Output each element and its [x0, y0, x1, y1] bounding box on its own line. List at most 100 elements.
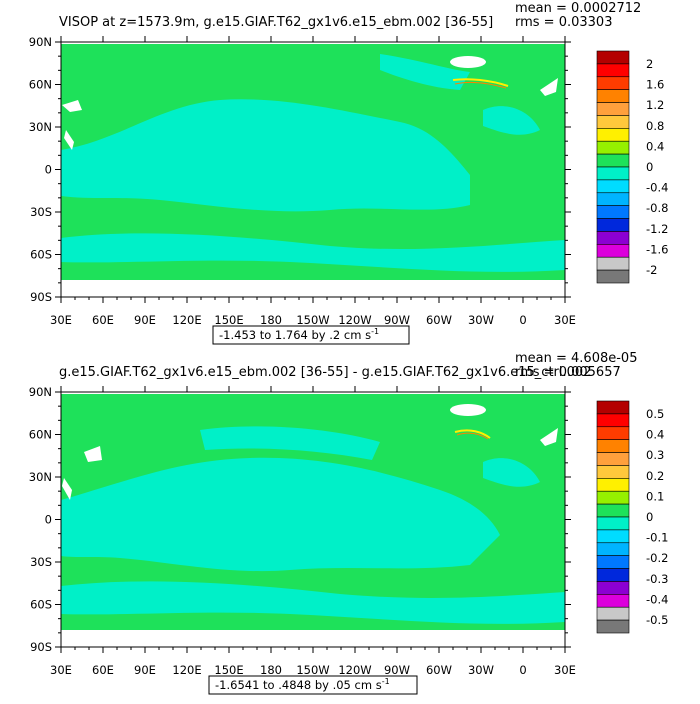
- bottom-map-svg: g.e15.GIAF.T62_gx1v6.e15_ebm.002 [36-55]…: [29, 351, 668, 695]
- colorbar-label: 0.1: [646, 489, 664, 503]
- colorbar-swatch: [596, 503, 630, 518]
- colorbar-swatch: [596, 439, 630, 453]
- x-tick-label: 0: [519, 663, 526, 677]
- positive-anomaly-streak-core: [456, 432, 489, 440]
- x-tick-label: 150E: [214, 663, 243, 677]
- colorbar-label: 1.2: [646, 98, 664, 112]
- colorbar: 0.5 0.4 0.3 0.2 0.1 0 -0.1 -0.2 -0.3 -0.4 -0.5: [596, 400, 668, 634]
- x-tick-label: 60E: [92, 313, 114, 327]
- y-tick-label: 90S: [30, 640, 52, 654]
- x-tick-label: 120E: [172, 663, 201, 677]
- colorbar-swatch: [596, 452, 630, 466]
- y-tick-label: 90S: [30, 290, 52, 304]
- colorbar-label: -1.6: [646, 242, 668, 256]
- y-tick-label: 90N: [29, 385, 52, 399]
- colorbar-swatch: [596, 490, 630, 505]
- colorbar-label: 0.4: [646, 428, 664, 442]
- colorbar-label: -0.4: [646, 181, 668, 195]
- range-box: [208, 675, 418, 695]
- x-tick-label: 90E: [134, 313, 156, 327]
- colorbar-swatch: [596, 179, 630, 194]
- land-patch-west-2: [64, 130, 74, 150]
- x-tick-label: 90E: [134, 663, 156, 677]
- colorbar-swatch: [596, 115, 630, 129]
- y-tick-label: 60N: [29, 78, 52, 92]
- colorbar-swatch: [596, 413, 630, 428]
- y-tick-label: 0: [45, 513, 52, 527]
- positive-anomaly-streak: [454, 429, 491, 439]
- x-tick-label: 30E: [50, 663, 72, 677]
- colorbar-swatch: [596, 555, 630, 569]
- x-tick-label: 180: [260, 663, 282, 677]
- y-axis: 90N 60N 30N 0 30S 60S 90S: [29, 385, 571, 654]
- antarctic-land: [61, 280, 565, 297]
- x-tick-label: 120W: [338, 313, 371, 327]
- positive-anomaly-streak: [452, 78, 509, 87]
- x-axis: 30E 60E 90E 120E 150E 180 150W 120W 90W 60W 30W 0 30…: [50, 36, 576, 327]
- land-patch-north: [450, 404, 486, 416]
- top-map-panel: VISOP at z=1573.9m, g.e15.GIAF.T62_gx1v6…: [0, 0, 700, 350]
- equatorial-anomaly-band: [61, 99, 470, 212]
- colorbar-swatch: [596, 529, 630, 544]
- colorbar-label: -0.8: [646, 201, 668, 215]
- x-tick-label: 60W: [426, 663, 452, 677]
- colorbar-swatch: [596, 594, 630, 608]
- map-field: [61, 392, 565, 647]
- x-tick-label: 150W: [296, 313, 329, 327]
- colorbar-swatch: [596, 542, 630, 556]
- colorbar-swatch: [596, 465, 630, 479]
- colorbar-swatch: [596, 50, 630, 65]
- y-tick-label: 30N: [29, 120, 52, 134]
- southern-anomaly-band: [61, 233, 565, 272]
- colorbar-swatch: [596, 218, 630, 232]
- y-tick-label: 60S: [30, 248, 52, 262]
- colorbar-label: 1.6: [646, 78, 664, 92]
- colorbar-swatch: [596, 140, 630, 155]
- colorbar-swatch: [596, 244, 630, 258]
- y-tick-label: 60S: [30, 598, 52, 612]
- colorbar-label: -0.5: [646, 613, 668, 627]
- colorbar-label: 0: [646, 160, 653, 174]
- range-label: -1.453 to 1.764 by .2 cm s-1: [219, 327, 379, 342]
- y-tick-label: 0: [45, 163, 52, 177]
- y-tick-label: 90N: [29, 35, 52, 49]
- colorbar-swatch: [596, 269, 630, 284]
- equatorial-anomaly-band: [61, 457, 500, 572]
- colorbar-label: 0.4: [646, 139, 664, 153]
- chart-title: g.e15.GIAF.T62_gx1v6.e15_ebm.002 [36-55]…: [59, 365, 591, 380]
- colorbar-label: -0.1: [646, 531, 668, 545]
- land-patch-east: [540, 78, 558, 96]
- colorbar-label: 0.5: [646, 407, 664, 421]
- colorbar-swatch: [596, 516, 630, 531]
- colorbar-swatch: [596, 619, 630, 634]
- colorbar-swatch: [596, 102, 630, 116]
- x-tick-label: 90W: [384, 313, 410, 327]
- y-tick-label: 60N: [29, 428, 52, 442]
- colorbar-swatch: [596, 128, 630, 142]
- x-tick-label: 60W: [426, 313, 452, 327]
- colorbar-swatch: [596, 568, 630, 582]
- colorbar-label: -0.3: [646, 572, 668, 586]
- land-patch-east: [540, 428, 558, 446]
- top-map-svg: VISOP at z=1573.9m, g.e15.GIAF.T62_gx1v6…: [29, 1, 668, 345]
- x-tick-label: 120W: [338, 663, 371, 677]
- colorbar-swatch: [596, 478, 630, 492]
- colorbar-label: 0.2: [646, 469, 664, 483]
- y-tick-label: 30S: [30, 555, 52, 569]
- colorbar-swatch: [596, 256, 630, 271]
- x-tick-label: 0: [519, 313, 526, 327]
- colorbar: 2 1.6 1.2 0.8 0.4 0 -0.4 -0.8 -1.2 -1.6 -2: [596, 50, 668, 284]
- y-axis: 90N 60N 30N 0 30S 60S 90S: [29, 35, 571, 304]
- colorbar-label: 2: [646, 57, 653, 71]
- chart-title: VISOP at z=1573.9m, g.e15.GIAF.T62_gx1v6…: [59, 15, 493, 30]
- colorbar-swatch: [596, 192, 630, 206]
- north-pacific-anomaly: [200, 426, 380, 460]
- range-label: -1.6541 to .4848 by .05 cm s-1: [215, 677, 390, 692]
- colorbar-label: -0.4: [646, 592, 668, 606]
- positive-anomaly-streak-core: [454, 81, 507, 89]
- colorbar-swatch: [596, 606, 630, 621]
- colorbar-swatch: [596, 153, 630, 168]
- mean-stat: mean = 0.0002712: [515, 1, 641, 16]
- colorbar-label: -1.2: [646, 222, 668, 236]
- colorbar-label: -0.2: [646, 551, 668, 565]
